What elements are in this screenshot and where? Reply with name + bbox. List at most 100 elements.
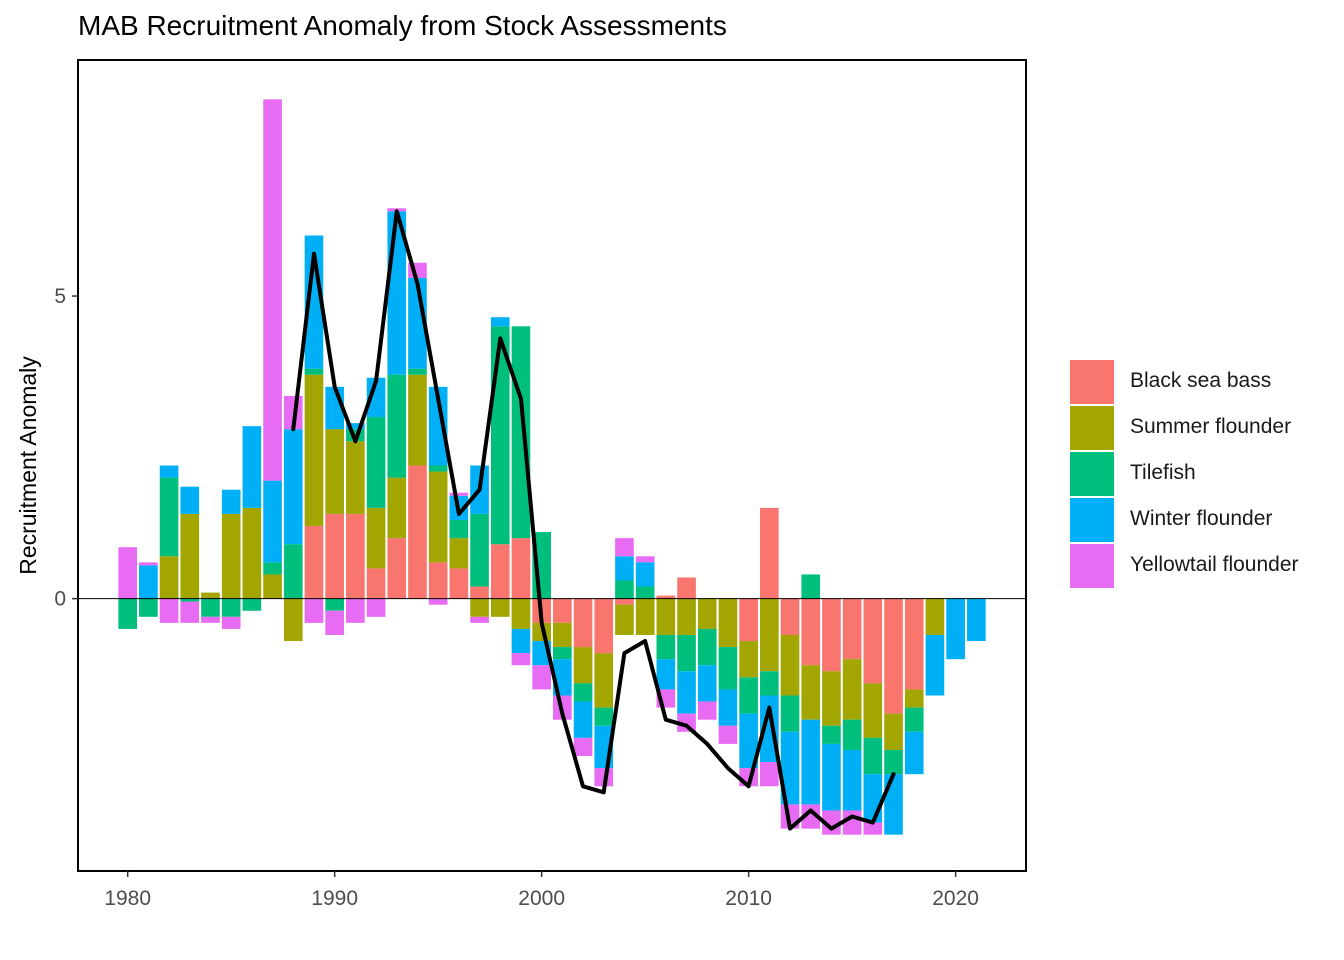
y-tick-label-5: 5 [54,285,66,308]
bar-tilefish-2002 [573,683,593,702]
bar-tilefish-2003 [594,707,614,726]
bar-summer-flounder-1986 [242,507,262,599]
bar-yellowtail-flounder-2016 [863,822,883,835]
bar-winter-flounder-2018 [904,731,924,775]
bar-summer-flounder-1983 [180,513,200,599]
bar-winter-flounder-2021 [967,598,986,642]
bar-winter-flounder-2013 [801,719,821,805]
bar-winter-flounder-1992 [366,377,386,418]
bar-winter-flounder-1991 [346,423,365,430]
bar-tilefish-1995 [428,465,448,472]
bar-tilefish-2005 [635,586,655,599]
bar-summer-flounder-1998 [490,598,510,617]
bar-black-sea-bass-1991 [346,513,365,599]
bar-tilefish-1989 [304,368,324,375]
legend-swatch-black-sea-bass [1070,360,1114,404]
bar-tilefish-1987 [263,562,282,575]
bar-yellowtail-flounder-1997 [470,616,489,623]
bar-black-sea-bass-2006 [656,595,676,599]
bar-summer-flounder-1984 [201,592,220,599]
bar-tilefish-1994 [408,368,427,375]
bar-summer-flounder-2016 [863,683,883,738]
bar-tilefish-1981 [139,598,158,617]
bar-summer-flounder-1992 [366,507,386,569]
bar-black-sea-bass-1989 [304,526,324,599]
bar-winter-flounder-2015 [842,749,862,811]
bar-tilefish-1992 [366,417,386,508]
bar-summer-flounder-1997 [470,598,489,617]
bar-black-sea-bass-2011 [760,507,779,599]
bar-winter-flounder-1983 [180,486,200,514]
legend-swatch-tilefish [1070,452,1114,496]
bar-tilefish-2018 [904,707,924,732]
bar-yellowtail-flounder-1992 [366,598,386,617]
legend-label-summer-flounder: Summer flounder [1130,415,1292,438]
bar-summer-flounder-1985 [221,513,241,599]
bar-winter-flounder-1999 [511,628,531,654]
bar-yellowtail-flounder-2002 [573,737,593,757]
bar-winter-flounder-2016 [863,774,883,823]
legend-label-yellowtail-flounder: Yellowtail flounder [1130,553,1299,576]
bar-black-sea-bass-1992 [366,568,386,599]
bar-tilefish-2011 [760,671,779,696]
bar-winter-flounder-2019 [925,634,945,696]
bar-winter-flounder-1985 [221,489,241,514]
bar-yellowtail-flounder-1995 [428,598,448,605]
bar-black-sea-bass-2002 [573,598,593,648]
bar-winter-flounder-2012 [780,731,800,805]
bar-yellowtail-flounder-1982 [159,598,179,623]
bar-summer-flounder-2004 [615,604,634,635]
bar-black-sea-bass-2001 [553,598,572,623]
bar-tilefish-1983 [180,598,200,602]
chart-title: MAB Recruitment Anomaly from Stock Asses… [78,10,727,41]
y-tick-label-0: 0 [54,588,66,611]
bar-summer-flounder-2008 [697,598,717,629]
bar-summer-flounder-1991 [346,441,365,514]
bar-yellowtail-flounder-1981 [139,562,158,566]
bar-summer-flounder-2009 [718,598,738,648]
bar-summer-flounder-2002 [573,647,593,684]
bar-black-sea-bass-1994 [408,465,427,599]
bar-yellowtail-flounder-2009 [718,725,738,744]
bar-tilefish-2004 [615,580,634,599]
bar-yellowtail-flounder-1991 [346,598,365,623]
bar-black-sea-bass-1999 [511,538,531,599]
bar-tilefish-2008 [697,628,717,666]
legend-swatch-winter-flounder [1070,498,1114,542]
bar-summer-flounder-1999 [511,598,531,629]
bar-black-sea-bass-2010 [739,598,758,642]
bars-layer [118,99,986,835]
legend: Black sea bass Summer flounder Tilefish Win… [1070,358,1340,588]
bar-yellowtail-flounder-1996 [449,492,469,496]
x-tick-label-1990: 1990 [311,887,358,910]
legend-item-summer-flounder: Summer flounder [1070,404,1340,450]
bar-black-sea-bass-1993 [387,538,407,599]
bar-black-sea-bass-2018 [904,598,924,690]
x-tick-label-2020: 2020 [932,887,979,910]
bar-black-sea-bass-2014 [822,598,841,672]
bar-tilefish-1997 [470,513,489,587]
bar-summer-flounder-2006 [656,598,676,635]
legend-label-tilefish: Tilefish [1130,461,1196,484]
bar-winter-flounder-1989 [304,235,324,369]
bar-winter-flounder-1981 [139,565,158,599]
bar-yellowtail-flounder-1985 [221,616,241,629]
bar-yellowtail-flounder-1984 [201,616,220,623]
bar-summer-flounder-2010 [739,641,758,678]
bar-black-sea-bass-1998 [490,544,510,599]
bar-summer-flounder-1994 [408,374,427,466]
bar-black-sea-bass-2016 [863,598,883,684]
bar-yellowtail-flounder-1999 [511,653,531,666]
bar-summer-flounder-2012 [780,634,800,696]
x-tick-label-2000: 2000 [518,887,565,910]
bar-tilefish-1986 [242,598,262,611]
bar-summer-flounder-2014 [822,671,841,726]
bar-tilefish-1999 [511,326,531,539]
bar-winter-flounder-2004 [615,556,634,581]
bar-winter-flounder-1998 [490,317,510,327]
bar-summer-flounder-2001 [553,622,572,648]
bar-yellowtail-flounder-1980 [118,547,137,599]
bar-tilefish-1980 [118,598,137,629]
bar-yellowtail-flounder-2008 [697,701,717,720]
bar-winter-flounder-1988 [283,429,303,545]
